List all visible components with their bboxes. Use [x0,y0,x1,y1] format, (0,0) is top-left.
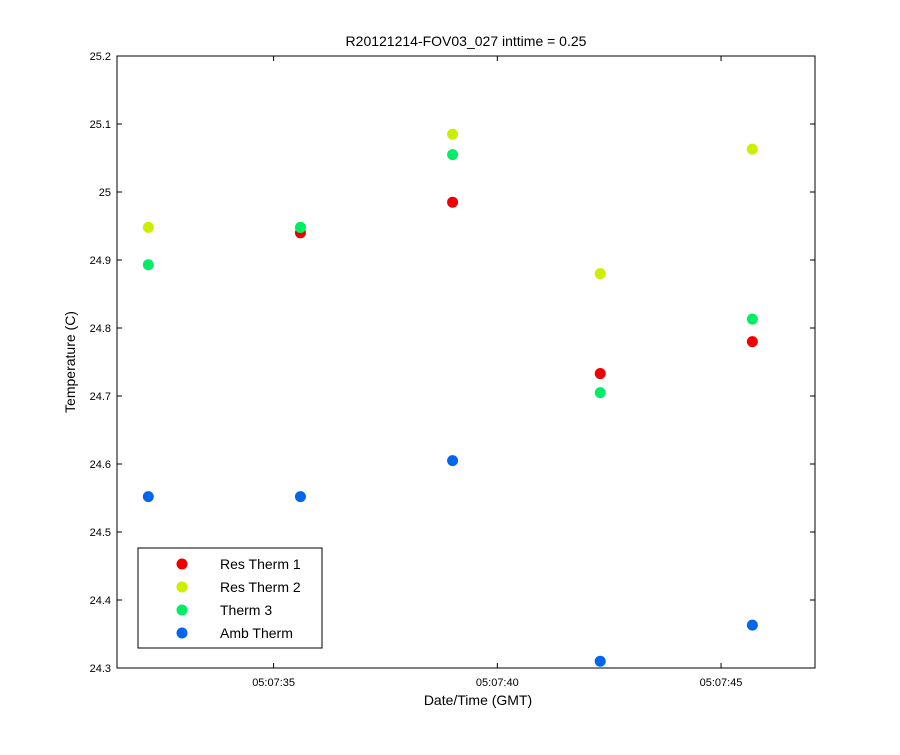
y-tick-label: 25 [99,187,111,199]
legend: Res Therm 1 Res Therm 2 Therm 3 Amb Therm [137,547,323,649]
y-tick-label: 24.6 [90,459,111,471]
x-axis-title: Date/Time (GMT) [424,692,532,708]
legend-label: Therm 3 [220,602,272,618]
y-tick-label: 24.4 [90,595,111,607]
chart-title: R20121214-FOV03_027 inttime = 0.25 [346,33,587,49]
data-point [447,196,459,208]
data-point [447,149,459,161]
data-point [746,336,758,348]
y-tick-label: 24.9 [90,255,111,267]
data-point [447,455,459,467]
y-axis-title: Temperature (C) [62,311,78,413]
data-point [294,221,306,233]
legend-label: Amb Therm [220,625,293,641]
data-point [594,368,606,380]
axis-ticks: 24.3 24.4 24.5 24.6 24.7 24.8 24.9 25 25.1 25.2 05… [90,51,815,689]
y-tick-label: 25.1 [90,119,111,131]
data-point [594,268,606,280]
legend-marker [176,581,188,593]
data-point [294,491,306,503]
data-point [746,313,758,325]
data-point [746,619,758,631]
legend-marker [176,558,188,570]
legend-label: Res Therm 1 [220,556,301,572]
legend-marker [176,627,188,639]
data-point [142,259,154,271]
y-tick-label: 24.8 [90,323,111,335]
data-point [447,128,459,140]
legend-marker [176,604,188,616]
x-tick-label: 05:07:45 [700,677,743,689]
data-point [142,221,154,233]
y-tick-label: 24.5 [90,527,111,539]
legend-box [137,547,323,649]
data-point [142,491,154,503]
y-tick-label: 24.7 [90,391,111,403]
data-points [142,128,758,667]
y-tick-label: 24.3 [90,663,111,675]
data-point [594,655,606,667]
x-tick-label: 05:07:40 [476,677,519,689]
data-point [594,387,606,399]
legend-label: Res Therm 2 [220,579,301,595]
data-point [746,143,758,155]
x-tick-label: 05:07:35 [252,677,295,689]
y-tick-label: 25.2 [90,51,111,63]
